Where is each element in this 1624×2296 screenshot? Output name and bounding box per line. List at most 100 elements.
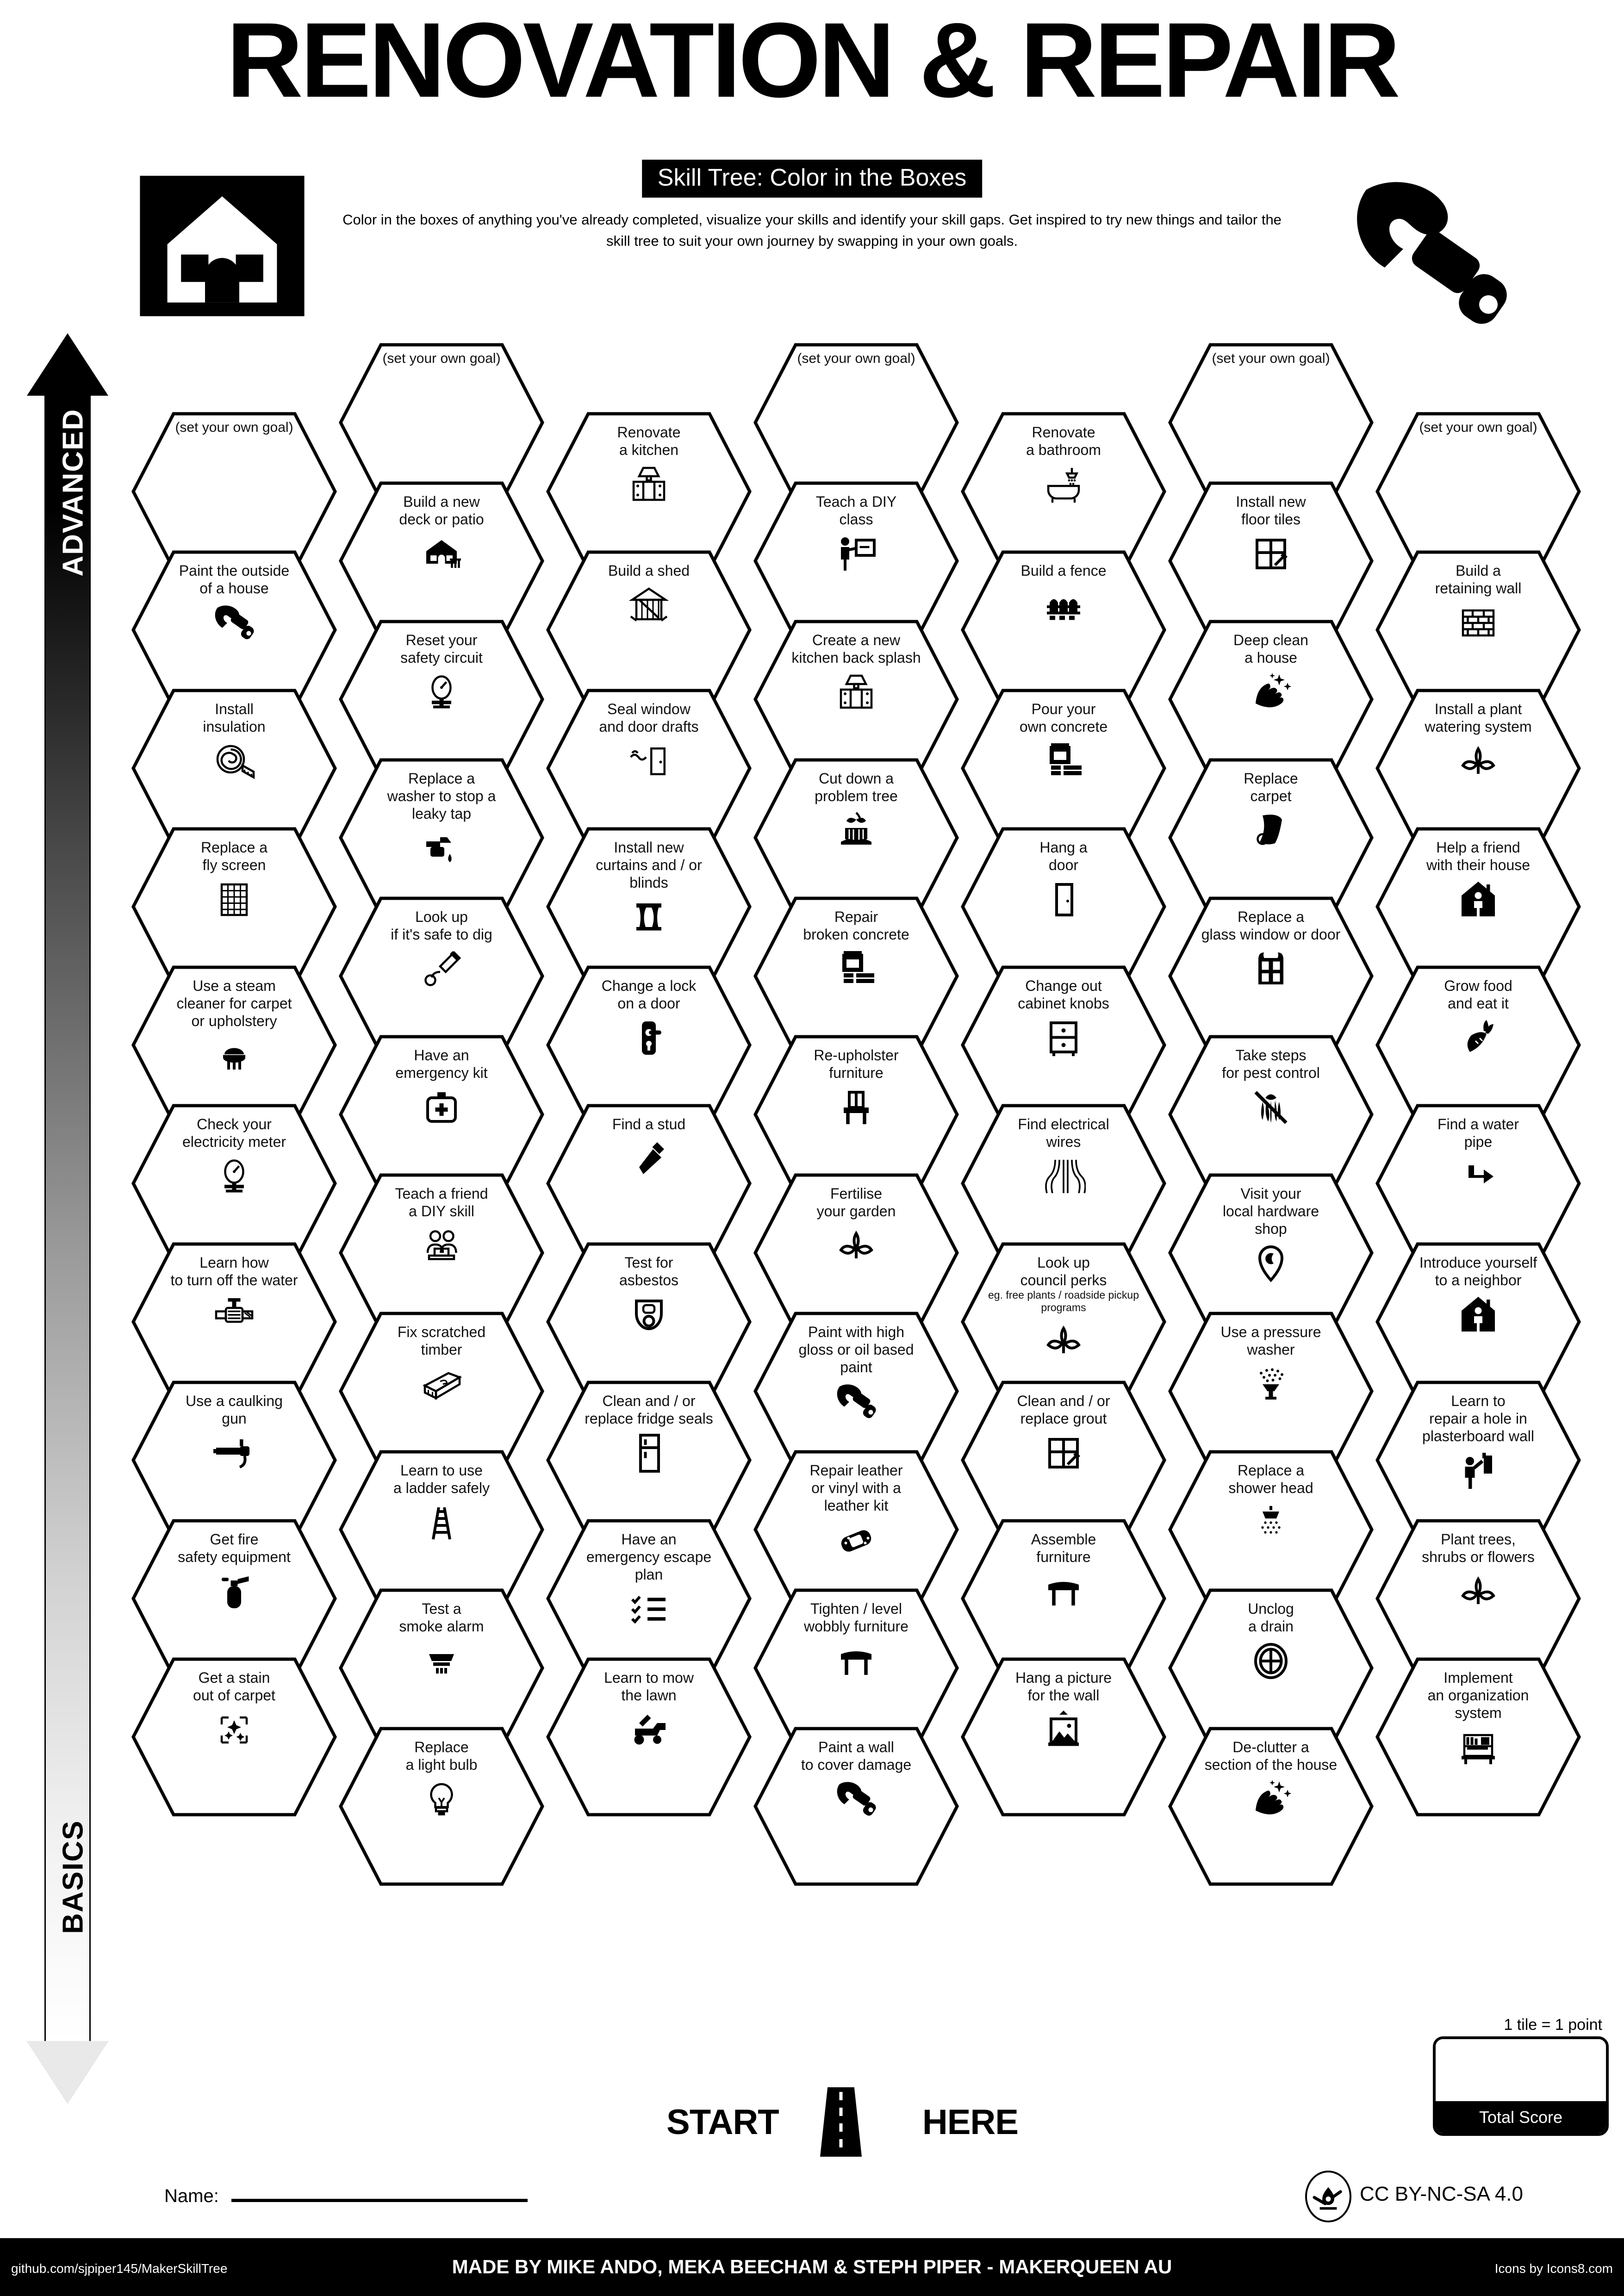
skill-tile[interactable]: Get a stain out of carpet bbox=[131, 1657, 337, 1817]
skill-tile[interactable]: Tighten / level wobbly furniture bbox=[753, 1588, 959, 1748]
skill-tile[interactable]: De-clutter a section of the house bbox=[1168, 1726, 1374, 1886]
skill-tile[interactable]: Replace carpet bbox=[1168, 758, 1374, 918]
skill-tile[interactable]: Introduce yourself to a neighbor bbox=[1375, 1242, 1581, 1402]
start-here-marker: START HERE bbox=[666, 2087, 1019, 2157]
footer-icon-credit[interactable]: Icons by Icons8.com bbox=[1494, 2261, 1613, 2276]
skill-tile-custom-goal[interactable]: (set your own goal) bbox=[1375, 411, 1581, 572]
skill-tile[interactable]: Create a new kitchen back splash bbox=[753, 619, 959, 779]
skill-tile[interactable]: Pour your own concrete bbox=[960, 688, 1167, 848]
pipe-icon bbox=[1456, 1154, 1500, 1199]
skill-tile[interactable]: Learn how to turn off the water bbox=[131, 1242, 337, 1402]
skill-tile[interactable]: Replace a washer to stop a leaky tap bbox=[338, 758, 545, 918]
skill-tile[interactable]: Find a stud bbox=[546, 1103, 752, 1263]
skill-tile[interactable]: Look up council perks eg. free plants / r… bbox=[960, 1242, 1167, 1402]
skill-tile[interactable]: Take steps for pest control bbox=[1168, 1034, 1374, 1195]
skill-tile-label: De-clutter a section of the house bbox=[1204, 1739, 1338, 1773]
skill-tile[interactable]: Learn to repair a hole in plasterboard w… bbox=[1375, 1380, 1581, 1540]
skill-tile[interactable]: Find a water pipe bbox=[1375, 1103, 1581, 1263]
skill-tile[interactable]: Paint with high gloss or oil based paint bbox=[753, 1311, 959, 1471]
maker-badge-icon bbox=[1305, 2171, 1351, 2222]
skill-tile[interactable]: Deep clean a house bbox=[1168, 619, 1374, 779]
skill-tile-custom-goal[interactable]: (set your own goal) bbox=[338, 342, 545, 503]
name-input[interactable] bbox=[231, 2197, 528, 2202]
total-score-box[interactable]: Total Score bbox=[1433, 2036, 1609, 2136]
skill-tile[interactable]: Paint a wall to cover damage bbox=[753, 1726, 959, 1886]
name-field-row[interactable]: Name: bbox=[164, 2186, 528, 2207]
skill-tile[interactable]: Fix scratched timber bbox=[338, 1311, 545, 1471]
skill-tile-label: Renovate a kitchen bbox=[617, 424, 681, 458]
skill-tile[interactable]: Build a fence bbox=[960, 550, 1167, 710]
skill-tile[interactable]: Get fire safety equipment bbox=[131, 1518, 337, 1679]
skill-tile[interactable]: Have an emergency escape plan bbox=[546, 1518, 752, 1679]
skill-tile[interactable]: Cut down a problem tree bbox=[753, 758, 959, 918]
skill-tile[interactable]: Hang a door bbox=[960, 827, 1167, 987]
skill-tile[interactable]: Clean and / or replace grout bbox=[960, 1380, 1167, 1540]
skill-tile[interactable]: Grow food and eat it bbox=[1375, 965, 1581, 1125]
skill-tile-custom-goal[interactable]: (set your own goal) bbox=[131, 411, 337, 572]
skill-tile[interactable]: Change out cabinet knobs bbox=[960, 965, 1167, 1125]
meter-gauge-icon bbox=[212, 1154, 256, 1199]
paint-brush-icon bbox=[212, 601, 256, 645]
skill-tile[interactable]: Clean and / or replace fridge seals bbox=[546, 1380, 752, 1540]
skill-tile[interactable]: Learn to use a ladder safely bbox=[338, 1450, 545, 1610]
skill-tile[interactable]: Test for asbestos bbox=[546, 1242, 752, 1402]
plant-sprout-icon bbox=[834, 1224, 878, 1268]
skill-tile[interactable]: Repair broken concrete bbox=[753, 896, 959, 1056]
skill-tile-custom-goal[interactable]: (set your own goal) bbox=[1168, 342, 1374, 503]
skill-tile[interactable]: Test a smoke alarm bbox=[338, 1588, 545, 1748]
skill-tile[interactable]: Assemble furniture bbox=[960, 1518, 1167, 1679]
skill-tile[interactable]: Use a steam cleaner for carpet or uphols… bbox=[131, 965, 337, 1125]
skill-tile[interactable]: Repair leather or vinyl with a leather k… bbox=[753, 1450, 959, 1610]
skill-tile[interactable]: Replace a shower head bbox=[1168, 1450, 1374, 1610]
skill-tile[interactable]: Fertilise your garden bbox=[753, 1173, 959, 1333]
skill-tile[interactable]: Seal window and door drafts bbox=[546, 688, 752, 848]
skill-tile[interactable]: Find electrical wires bbox=[960, 1103, 1167, 1263]
skill-tile[interactable]: Plant trees, shrubs or flowers bbox=[1375, 1518, 1581, 1679]
total-score-input[interactable] bbox=[1436, 2039, 1606, 2104]
skill-tile[interactable]: Install a plant watering system bbox=[1375, 688, 1581, 848]
skill-tile-label: Unclog a drain bbox=[1248, 1600, 1294, 1635]
skill-tile[interactable]: Reset your safety circuit bbox=[338, 619, 545, 779]
skill-tile[interactable]: Use a pressure washer bbox=[1168, 1311, 1374, 1471]
skill-tile[interactable]: Install new floor tiles bbox=[1168, 481, 1374, 641]
skill-tile[interactable]: Replace a glass window or door bbox=[1168, 896, 1374, 1056]
skill-tile[interactable]: Learn to mow the lawn bbox=[546, 1657, 752, 1817]
skill-tile[interactable]: Teach a friend a DIY skill bbox=[338, 1173, 545, 1333]
skill-tile[interactable]: Check your electricity meter bbox=[131, 1103, 337, 1263]
skill-tile[interactable]: Install insulation bbox=[131, 688, 337, 848]
skill-tile[interactable]: Help a friend with their house bbox=[1375, 827, 1581, 987]
skill-tile[interactable]: Build a shed bbox=[546, 550, 752, 710]
road-icon bbox=[820, 2087, 862, 2157]
skill-tile[interactable]: Use a caulking gun bbox=[131, 1380, 337, 1540]
skill-tile[interactable]: Implement an organization system bbox=[1375, 1657, 1581, 1817]
skill-tile[interactable]: Renovate a kitchen bbox=[546, 411, 752, 572]
fence-icon bbox=[1041, 583, 1086, 628]
skill-tile-label: Have an emergency escape plan bbox=[586, 1531, 712, 1583]
two-people-laptop-icon bbox=[419, 1224, 464, 1268]
stain-sparkle-icon bbox=[212, 1708, 256, 1752]
skill-tile[interactable]: Build a new deck or patio bbox=[338, 481, 545, 641]
skill-tile[interactable]: Visit your local hardware shop bbox=[1168, 1173, 1374, 1333]
skill-tile[interactable]: Look up if it's safe to dig bbox=[338, 896, 545, 1056]
skill-tile[interactable]: Replace a fly screen bbox=[131, 827, 337, 987]
skill-tile-label: Test for asbestos bbox=[619, 1254, 679, 1288]
skill-tile[interactable]: Renovate a bathroom bbox=[960, 411, 1167, 572]
skill-tile[interactable]: Change a lock on a door bbox=[546, 965, 752, 1125]
footer-github-link[interactable]: github.com/sjpiper145/MakerSkillTree bbox=[11, 2261, 228, 2276]
skill-tile[interactable]: Teach a DIY class bbox=[753, 481, 959, 641]
skill-tile[interactable]: Replace a light bulb bbox=[338, 1726, 545, 1886]
skill-tile[interactable]: Re-upholster furniture bbox=[753, 1034, 959, 1195]
skill-tile[interactable]: Build a retaining wall bbox=[1375, 550, 1581, 710]
skill-tile[interactable]: Paint the outside of a house bbox=[131, 550, 337, 710]
carrot-icon bbox=[1456, 1016, 1500, 1060]
skill-tile[interactable]: Hang a picture for the wall bbox=[960, 1657, 1167, 1817]
arrow-shaft bbox=[44, 393, 91, 2041]
skill-tile-label: Change a lock on a door bbox=[601, 977, 697, 1012]
skill-tile[interactable]: Unclog a drain bbox=[1168, 1588, 1374, 1748]
skill-tile[interactable]: Install new curtains and / or blinds bbox=[546, 827, 752, 987]
intro-paragraph: Color in the boxes of anything you've al… bbox=[342, 212, 1282, 249]
skill-tile-custom-goal[interactable]: (set your own goal) bbox=[753, 342, 959, 503]
house-person-icon bbox=[1456, 1293, 1500, 1337]
skill-tile-label: Replace a shower head bbox=[1228, 1462, 1313, 1496]
skill-tile[interactable]: Have an emergency kit bbox=[338, 1034, 545, 1195]
